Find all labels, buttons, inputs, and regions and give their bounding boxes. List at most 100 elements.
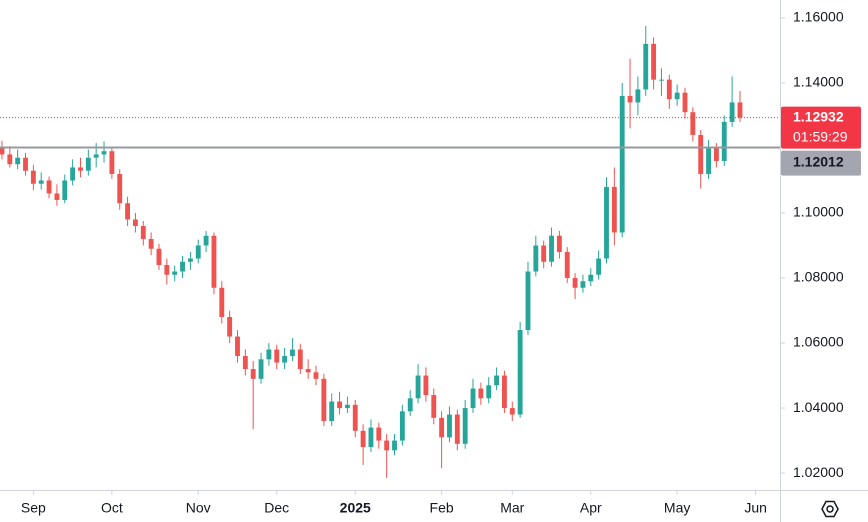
candle-body <box>399 411 405 441</box>
y-tick-label: 1.02000 <box>793 464 844 480</box>
candle-body <box>117 173 123 204</box>
candle-body <box>305 369 311 373</box>
candle-body <box>643 43 649 90</box>
candle-body <box>635 89 641 103</box>
candle-body <box>274 349 280 363</box>
settings-icon[interactable] <box>821 500 839 518</box>
candle-body <box>431 395 437 418</box>
candle-body <box>580 281 586 288</box>
candle-body <box>572 278 578 288</box>
candle-body <box>659 79 664 81</box>
candle-body <box>282 356 288 363</box>
candle-body <box>423 375 429 396</box>
candle-body <box>729 102 735 122</box>
candle-body <box>556 235 562 252</box>
candle-body <box>164 264 170 275</box>
candle-body <box>619 95 625 233</box>
y-tick-label: 1.04000 <box>793 399 844 415</box>
candle-body <box>235 336 240 357</box>
candle-body <box>250 369 256 379</box>
candle-body <box>132 219 138 226</box>
candle-body <box>509 408 515 415</box>
candle-body <box>596 258 602 275</box>
candle-body <box>352 404 358 431</box>
candle-body <box>713 147 719 161</box>
candle-body <box>478 388 484 399</box>
candle-body <box>172 271 178 275</box>
candle-body <box>85 157 91 171</box>
y-tick-label: 1.08000 <box>793 269 844 285</box>
candle-body <box>290 349 295 357</box>
candle-body <box>203 235 209 246</box>
candle-body <box>666 79 672 100</box>
candle-body <box>462 408 468 444</box>
candle-body <box>470 388 476 409</box>
x-tick-label: Feb <box>430 500 454 516</box>
candle-body <box>698 134 704 174</box>
candle-body <box>219 287 225 318</box>
candle-body <box>180 261 185 272</box>
candle-body <box>140 225 146 239</box>
price-label-box <box>781 106 861 149</box>
candle-body <box>627 95 633 103</box>
candle-body <box>125 203 131 220</box>
candle-body <box>54 193 60 200</box>
candle-body <box>376 427 382 441</box>
candle-body <box>258 359 264 379</box>
candle-body <box>46 180 52 194</box>
candle-body <box>93 154 99 158</box>
candle-body <box>564 251 570 279</box>
candle-body <box>337 401 342 409</box>
candle-body <box>588 274 594 282</box>
candle-body <box>15 157 21 165</box>
candle-body <box>525 271 531 331</box>
settings-icon-center[interactable] <box>826 505 834 513</box>
candle-body <box>690 112 696 135</box>
x-tick-label: Oct <box>101 500 123 516</box>
candle-body <box>604 186 609 259</box>
candle-body <box>344 404 350 409</box>
candle-body <box>549 235 554 262</box>
candle-body <box>517 330 523 415</box>
candle-body <box>447 414 452 438</box>
candle-body <box>721 121 727 161</box>
x-tick-label: Jun <box>744 500 767 516</box>
candle-body <box>242 356 248 370</box>
candle-body <box>0 147 5 155</box>
candle-body <box>7 154 13 165</box>
y-tick-label: 1.14000 <box>793 74 844 90</box>
level-label: 1.12012 <box>793 153 844 169</box>
candle-body <box>541 245 547 262</box>
candle-body <box>195 245 201 259</box>
candle-body <box>78 167 83 171</box>
candle-body <box>38 180 44 184</box>
candle-body <box>360 430 366 448</box>
candle-body <box>187 258 193 262</box>
x-tick-label: May <box>664 500 690 516</box>
candle-body <box>368 427 374 448</box>
candle-body <box>156 248 162 265</box>
candle-body <box>211 235 217 288</box>
candle-body <box>30 170 36 184</box>
candle-body <box>109 151 115 174</box>
candle-body <box>297 349 303 370</box>
y-tick-label: 1.06000 <box>793 334 844 350</box>
candle-body <box>329 401 335 422</box>
candle-body <box>651 43 657 80</box>
candle-body <box>415 375 421 399</box>
candle-body <box>23 157 28 171</box>
candle-body <box>737 102 743 118</box>
candle-body <box>101 151 107 155</box>
candle-body <box>392 440 397 451</box>
candle-body <box>494 375 500 386</box>
x-tick-label: 2025 <box>340 500 371 516</box>
candle-body <box>501 375 507 409</box>
candle-body <box>682 92 688 113</box>
x-tick-label: Sep <box>21 500 46 516</box>
y-tick-label: 1.16000 <box>793 9 844 25</box>
settings-button[interactable] <box>821 500 839 518</box>
x-tick-label: Dec <box>264 500 289 516</box>
candle-body <box>227 317 233 337</box>
